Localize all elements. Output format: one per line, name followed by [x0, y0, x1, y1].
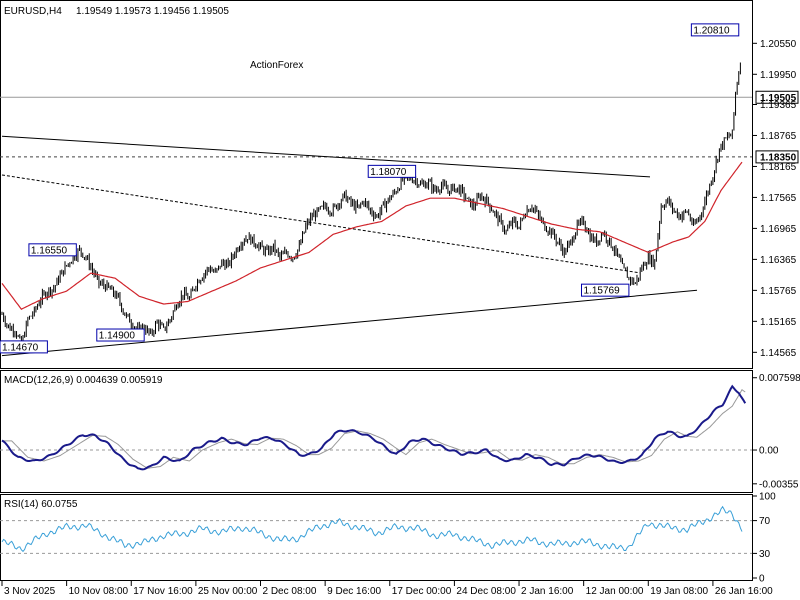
price-hlines: 1.19505 1.18350 — [0, 90, 799, 164]
x-tick-label: 2 Jan 16:00 — [521, 586, 574, 597]
price-label: 1.14670 — [2, 342, 39, 353]
price-panel-frame — [0, 0, 753, 369]
y-tick-label: 1.14565 — [760, 348, 797, 359]
trendline-upper — [1, 135, 651, 178]
x-tick-label: 17 Dec 00:00 — [392, 586, 452, 597]
y-tick-label: 1.18165 — [760, 162, 797, 173]
trendline-lower — [1, 289, 698, 357]
price-y-axis: 1.20550 1.19950 1.19365 1.18765 1.18165 1.175… — [752, 39, 797, 359]
price-label-box — [28, 243, 77, 257]
moving-average-line — [1, 161, 743, 310]
rsi-y-tick-label: 0 — [759, 574, 765, 585]
rsi-line — [1, 505, 743, 553]
y-tick-label: 1.19365 — [760, 100, 797, 111]
price-label-box — [0, 340, 48, 354]
x-tick-label: 2 Dec 08:00 — [263, 586, 317, 597]
macd-signal-line — [2, 388, 746, 469]
rsi-title: RSI(14) 60.0755 — [4, 499, 78, 510]
price-panel: ActionForex EURUSD,H4 1.19549 1.19573 1.… — [0, 0, 799, 369]
x-tick-label: 19 Jan 08:00 — [650, 586, 708, 597]
price-label: 1.16550 — [31, 245, 68, 256]
horizontal-line-price-box — [755, 90, 799, 104]
rsi-panel: RSI(14) 60.0755 100 70 30 0 — [0, 492, 776, 585]
x-tick-label: 3 Nov 2025 — [4, 586, 56, 597]
macd-y-axis: 0.007598 0.00 -0.00355 — [752, 373, 800, 490]
price-label: 1.14900 — [99, 331, 136, 342]
y-tick-label: 1.15165 — [760, 317, 797, 328]
x-tick-label: 9 Dec 16:00 — [327, 586, 381, 597]
macd-panel-frame — [0, 370, 753, 493]
price-label: 1.15769 — [583, 286, 620, 297]
price-labels: 1.20810 1.18070 1.16550 1.14900 1.15769 1.146… — [0, 23, 740, 354]
y-tick-label: 1.17565 — [760, 193, 797, 204]
trendline-middle — [1, 174, 641, 274]
macd-y-tick-label: 0.00 — [759, 446, 779, 457]
x-axis: 3 Nov 2025 10 Nov 08:00 17 Nov 16:00 25 Nov… — [1, 581, 773, 597]
candles — [1, 62, 741, 347]
rsi-y-tick-label: 100 — [759, 492, 776, 503]
watermark: ActionForex — [250, 60, 303, 71]
y-tick-label: 1.20550 — [760, 39, 797, 50]
macd-title: MACD(12,26,9) 0.004639 0.005919 — [4, 375, 163, 386]
header-ohlc: 1.19549 1.19573 1.19456 1.19505 — [76, 6, 229, 17]
price-label-box — [367, 164, 417, 178]
x-tick-label: 12 Jan 00:00 — [586, 586, 644, 597]
y-tick-label: 1.19950 — [760, 70, 797, 81]
x-tick-label: 10 Nov 08:00 — [69, 586, 129, 597]
macd-y-tick-label: 0.007598 — [759, 373, 800, 384]
horizontal-line-price-label: 1.19505 — [760, 93, 797, 104]
macd-y-tick-label: -0.00355 — [759, 479, 799, 490]
x-tick-label: 25 Nov 00:00 — [198, 586, 258, 597]
rsi-y-tick-label: 30 — [759, 549, 771, 560]
y-tick-label: 1.16365 — [760, 255, 797, 266]
y-tick-label: 1.16965 — [760, 224, 797, 235]
y-tick-label: 1.18765 — [760, 131, 797, 142]
price-label: 1.20810 — [693, 25, 730, 36]
price-label-box — [690, 23, 740, 37]
x-tick-label: 24 Dec 08:00 — [456, 586, 516, 597]
horizontal-line-price-box — [755, 150, 799, 164]
header-symbol: EURUSD,H4 — [4, 6, 62, 17]
price-label-box — [96, 328, 145, 342]
macd-panel: MACD(12,26,9) 0.004639 0.005919 0.007598… — [0, 370, 800, 493]
rsi-panel-frame — [0, 494, 753, 581]
price-label-box — [580, 283, 630, 297]
macd-line — [1, 384, 747, 471]
trendlines — [1, 135, 698, 357]
rsi-grid — [0, 520, 752, 554]
rsi-y-axis: 100 70 30 0 — [752, 492, 776, 585]
x-tick-label: 26 Jan 16:00 — [715, 586, 773, 597]
price-label: 1.18070 — [370, 167, 407, 178]
x-tick-label: 17 Nov 16:00 — [133, 586, 193, 597]
rsi-y-tick-label: 70 — [759, 516, 771, 527]
y-tick-label: 1.15765 — [760, 286, 797, 297]
horizontal-line-price-label: 1.18350 — [760, 152, 797, 163]
